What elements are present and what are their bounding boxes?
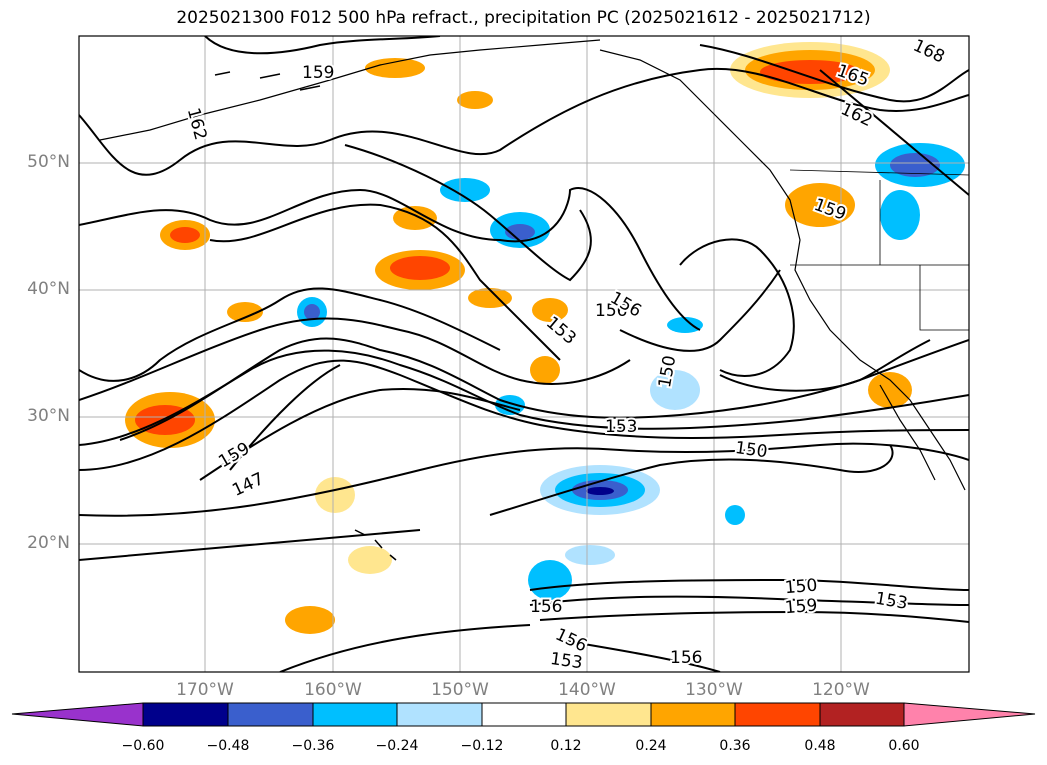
colorbar-min-extension <box>11 702 144 727</box>
colorbar-segment <box>650 702 736 727</box>
colorbar-segment <box>396 702 483 727</box>
contour-label: 153 <box>605 417 637 437</box>
colorbar-tick-label: −0.36 <box>291 738 335 754</box>
colorbar-tick-label: 0.12 <box>550 738 582 754</box>
lat-label: 50°N <box>27 152 70 172</box>
contour-label: 159 <box>784 596 818 619</box>
contour-label: 156 <box>595 301 627 321</box>
lon-label: 160°W <box>304 680 362 700</box>
lon-label: 130°W <box>685 680 743 700</box>
lat-label: 20°N <box>27 533 70 553</box>
colorbar-tick-label: 0.48 <box>804 738 836 754</box>
colorbar <box>11 702 1036 727</box>
lon-label: 150°W <box>431 680 489 700</box>
colorbar-segment <box>819 702 905 727</box>
colorbar-tick-label: −0.24 <box>375 738 419 754</box>
colorbar-tick-label: −0.48 <box>206 738 250 754</box>
lon-label: 140°W <box>558 680 616 700</box>
colorbar-tick-label: 0.36 <box>719 738 751 754</box>
colorbar-segment <box>142 702 229 727</box>
colorbar-tick-label: 0.60 <box>888 738 920 754</box>
negative-precip-patches <box>297 143 965 600</box>
colorbar-segment <box>734 702 821 727</box>
colorbar-tick-label: −0.12 <box>460 738 504 754</box>
map-background <box>79 36 969 672</box>
colorbar-segment <box>312 702 398 727</box>
colorbar-max-extension <box>903 702 1036 727</box>
contour-label: 156 <box>530 597 562 617</box>
colorbar-segment <box>227 702 314 727</box>
coastlines <box>99 39 969 561</box>
contour-label: 159 <box>302 63 334 83</box>
lat-label: 40°N <box>27 279 70 299</box>
map-frame <box>78 35 970 673</box>
colorbar-segment <box>565 702 652 727</box>
lon-label: 120°W <box>812 680 870 700</box>
colorbar-tick-label: −0.60 <box>121 738 165 754</box>
map-title: 2025021300 F012 500 hPa refract., precip… <box>176 8 871 28</box>
colorbar-tick-label: 0.24 <box>635 738 667 754</box>
lon-label: 170°W <box>176 680 234 700</box>
refractivity-contours <box>79 36 969 672</box>
contour-label: 150 <box>784 576 818 599</box>
lat-label: 30°N <box>27 406 70 426</box>
contour-label: 156 <box>670 648 702 668</box>
graticule <box>79 36 969 672</box>
colorbar-segment <box>481 702 567 727</box>
